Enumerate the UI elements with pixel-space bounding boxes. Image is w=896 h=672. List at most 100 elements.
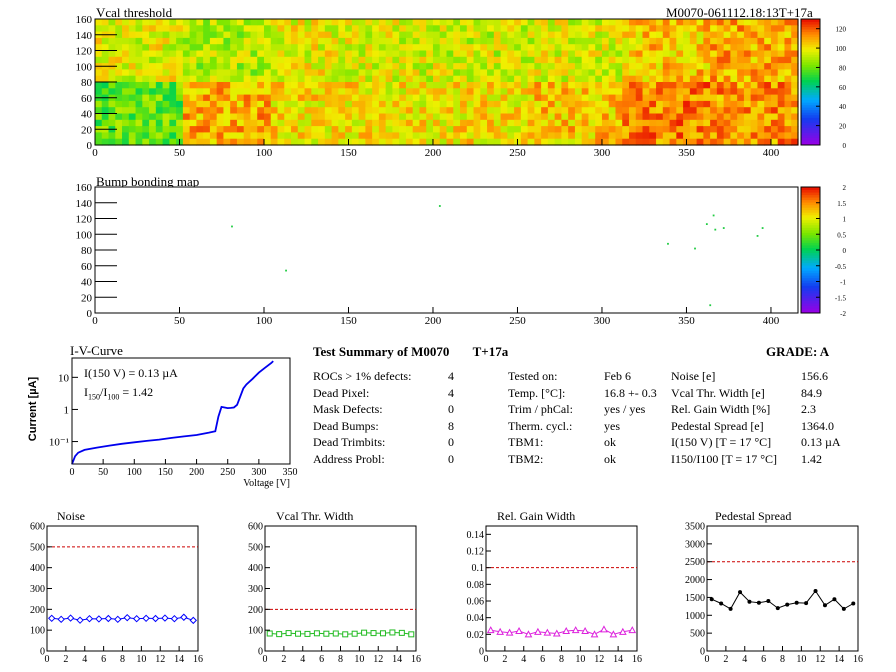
vcal-cell: [710, 138, 718, 146]
vcal-cell: [203, 113, 211, 121]
vcal-cell: [514, 37, 522, 45]
vcal-cell: [385, 88, 394, 96]
iv-annotation-current: I(150 V) = 0.13 µA: [84, 366, 178, 380]
summary-mid-value: ok: [604, 435, 616, 449]
bump-dead-point: [285, 269, 287, 272]
vcal-colorbar-band: [801, 54, 820, 58]
vcal-cell: [466, 31, 475, 39]
vcal-cell: [757, 25, 765, 33]
vcal-cell: [439, 69, 448, 77]
vcal-cell: [514, 94, 522, 102]
vcal-cell: [649, 88, 657, 96]
vcal-cell: [493, 69, 502, 77]
vcal-cell: [777, 44, 786, 52]
vcal-cell: [676, 138, 684, 146]
vcal-cell: [101, 44, 110, 52]
vcal-cell: [338, 63, 346, 70]
vcal-cell: [669, 63, 677, 70]
vcal-cell: [115, 138, 123, 146]
vcal-cell: [149, 19, 157, 26]
vcal-cell: [169, 107, 177, 115]
vcal-cell: [345, 69, 353, 77]
vcal-cell: [601, 132, 610, 140]
vcal-cell: [189, 94, 197, 102]
vcal-cell: [757, 37, 765, 45]
vcal-cell: [392, 44, 400, 52]
vcal-cell: [683, 50, 691, 58]
vcal-cell: [216, 119, 225, 127]
vcal-cell: [460, 94, 468, 102]
vcal-cell: [399, 126, 407, 133]
vcal-roc-0-2: [270, 19, 360, 83]
vcal-cell: [493, 82, 502, 89]
vcal-cell: [527, 25, 535, 33]
vcal-cell: [662, 94, 671, 102]
vcal-cell: [149, 113, 157, 121]
vcal-cell: [568, 75, 576, 83]
vcal-cell: [608, 100, 617, 108]
vcal-cell: [568, 119, 576, 127]
vcal-cell: [527, 126, 535, 133]
vcal-cell: [257, 119, 265, 127]
vcal-cell: [764, 31, 772, 39]
vcal-cell: [764, 126, 772, 133]
vcal-cell: [108, 25, 116, 33]
vcal-cell: [236, 94, 245, 102]
vcal-cell: [554, 88, 563, 96]
bump-colorbar-band: [801, 209, 820, 213]
vcal-cell: [588, 19, 596, 26]
vcal-cell: [493, 31, 502, 39]
vcal-cell: [277, 31, 285, 39]
vcal-cell: [703, 82, 711, 89]
summary-mid-value: yes / yes: [604, 402, 646, 416]
vcal-cell: [209, 132, 218, 140]
iv-ratio-i1: I: [84, 385, 88, 399]
vcal-cell: [622, 25, 630, 33]
vcal-cell: [345, 107, 353, 115]
vcal-cell: [176, 25, 184, 33]
vcal-cell: [169, 138, 177, 146]
vcal-cell: [236, 132, 245, 140]
vcal-cell: [399, 37, 407, 45]
vcal-cell: [223, 19, 231, 26]
noise-xtick-label: 4: [82, 654, 87, 665]
vcal-cell: [595, 88, 603, 96]
vcal-width-point: [398, 629, 405, 636]
bump-ytick-label: 100: [76, 229, 93, 241]
vcal-cell: [270, 100, 279, 108]
vcal-colorbar-label: 0: [843, 142, 847, 150]
vcal-cell: [277, 25, 285, 33]
vcal-cell: [176, 113, 184, 121]
vcal-cell: [608, 107, 617, 115]
vcal-cell: [453, 63, 461, 70]
vcal-cell: [500, 75, 508, 83]
vcal-cell: [595, 56, 603, 64]
vcal-cell: [716, 138, 725, 146]
vcal-cell: [270, 37, 279, 45]
vcal-cell: [122, 31, 130, 39]
vcal-cell: [568, 56, 576, 64]
vcal-cell: [534, 50, 542, 58]
vcal-cell: [615, 25, 623, 33]
vcal-cell: [142, 82, 150, 89]
vcal-cell: [581, 63, 590, 70]
vcal-cell: [101, 119, 110, 127]
bump-colorbar-band: [801, 189, 820, 193]
vcal-cell: [676, 31, 684, 39]
vcal-cell: [547, 82, 556, 89]
vcal-cell: [236, 126, 245, 133]
vcal-cell: [169, 94, 177, 102]
vcal-cell: [588, 50, 596, 58]
vcal-cell: [155, 107, 164, 115]
vcal-cell: [595, 19, 603, 26]
vcal-cell: [615, 44, 623, 52]
vcal-colorbar-band: [801, 142, 820, 146]
vcal-cell: [527, 94, 535, 102]
vcal-cell: [101, 69, 110, 77]
vcal-cell: [209, 138, 218, 146]
vcal-cell: [230, 75, 238, 83]
vcal-cell: [311, 31, 319, 39]
noise-point: [123, 613, 131, 622]
vcal-cell: [710, 132, 718, 140]
vcal-cell: [345, 126, 353, 133]
